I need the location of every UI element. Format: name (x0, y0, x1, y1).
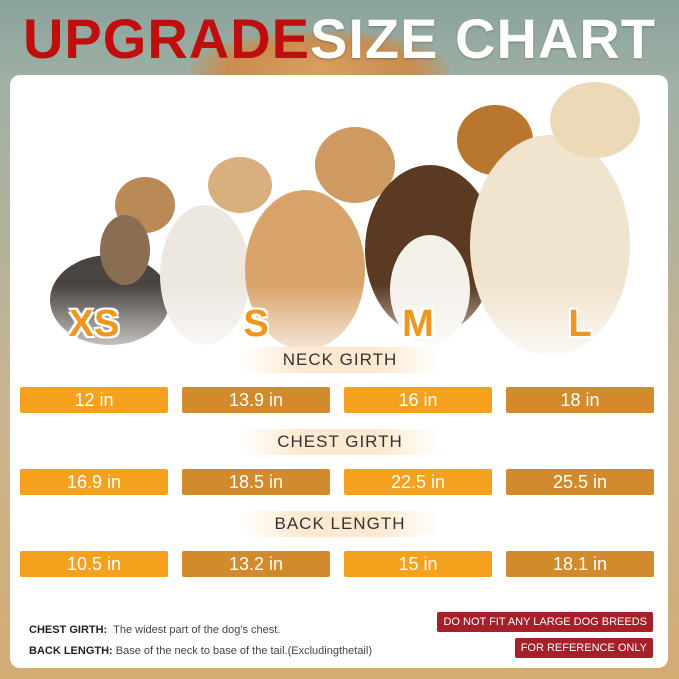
note-text: The widest part of the dog's chest. (113, 624, 281, 636)
back-length-header: BACK LENGTH (240, 511, 440, 537)
page-title: UPGRADESIZE CHART (0, 6, 679, 71)
note-term: CHEST GIRTH: (29, 624, 108, 636)
dogs-illustration (10, 75, 668, 375)
back-xs-value: 10.5 in (20, 551, 168, 577)
note-term: BACK LENGTH: (29, 645, 113, 657)
chest-girth-header: CHEST GIRTH (240, 429, 440, 455)
size-label-l: L (568, 303, 592, 345)
back-l-value: 18.1 in (506, 551, 654, 577)
title-rest: SIZE CHART (310, 7, 657, 70)
neck-l-value: 18 in (506, 387, 654, 413)
neck-girth-header: NECK GIRTH (240, 347, 440, 373)
note-chest-girth: CHEST GIRTH: The widest part of the dog'… (29, 624, 280, 636)
size-label-xs: XS (68, 303, 120, 345)
note-back-length: BACK LENGTH: Base of the neck to base of… (29, 645, 372, 657)
neck-m-value: 16 in (344, 387, 492, 413)
note-text: Base of the neck to base of the tail.(Ex… (115, 645, 372, 657)
size-chart-card: XS S M L NECK GIRTH 12 in 13.9 in 16 in … (10, 75, 668, 668)
neck-xs-value: 12 in (20, 387, 168, 413)
size-label-m: M (402, 303, 434, 345)
back-m-value: 15 in (344, 551, 492, 577)
chest-s-value: 18.5 in (182, 469, 330, 495)
chest-l-value: 25.5 in (506, 469, 654, 495)
reference-only-badge: FOR REFERENCE ONLY (514, 638, 653, 658)
back-s-value: 13.2 in (182, 551, 330, 577)
chest-m-value: 22.5 in (344, 469, 492, 495)
chest-xs-value: 16.9 in (20, 469, 168, 495)
large-breed-warning-badge: DO NOT FIT ANY LARGE DOG BREEDS (437, 612, 653, 632)
title-highlight: UPGRADE (22, 7, 311, 70)
size-label-s: S (243, 303, 269, 345)
neck-s-value: 13.9 in (182, 387, 330, 413)
